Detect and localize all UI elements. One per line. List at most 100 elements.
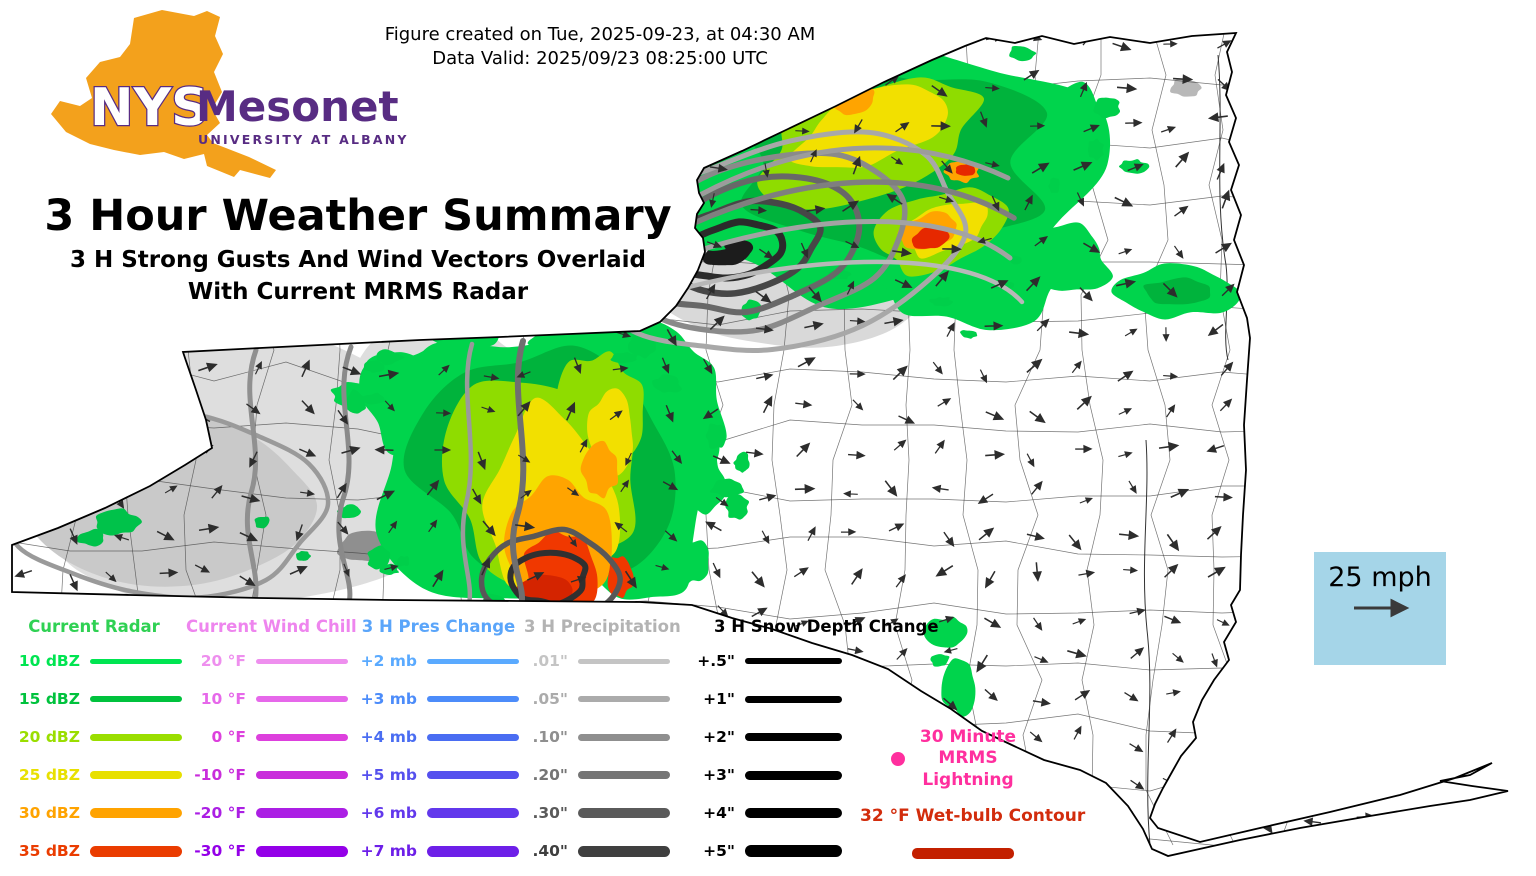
legend-item-label: .05" [532,690,568,708]
legend-item: -20 °F [186,794,348,832]
legend-item: 15 dBZ [6,680,182,718]
legend-item: +1" [688,680,842,718]
legend-item-label: +5 mb [360,766,417,784]
legend-item: 10 °F [186,680,348,718]
legend-item-label: -10 °F [194,766,246,784]
legend-item-label: .40" [532,842,568,860]
legend-item: -30 °F [186,832,348,870]
legend-item-label: -20 °F [194,804,246,822]
wetbulb-contour-swatch [912,848,1014,859]
legend-item-label: .10" [532,728,568,746]
legend-item: .40" [524,832,670,870]
ny-state-logo-shape [51,10,276,178]
legend-item: 0 °F [186,718,348,756]
state-outline [11,31,1509,857]
legend-item-label: 25 dBZ [18,766,80,784]
legend-line-swatch [256,658,348,664]
legend-line-swatch [745,808,842,818]
legend-line-swatch [256,808,348,818]
legend-column-precipitation: 3 H Precipitation .01" .05" .10" .20" .30" .40… [524,612,681,870]
legend-line-swatch [745,658,842,664]
legend-item-label: +4" [703,804,735,822]
legend-column-title: 3 H Pres Change [361,617,516,636]
legend-item-label: 35 dBZ [18,842,80,860]
legend-line-swatch [578,808,670,818]
legend-item-label: 10 dBZ [18,652,80,670]
legend-item-label: 20 dBZ [18,728,80,746]
legend-item-label: +7 mb [360,842,417,860]
title-block: 3 Hour Weather Summary 3 H Strong Gusts … [38,190,678,308]
legend-line-swatch [90,845,182,857]
logo-name: Mesonet [196,82,399,131]
legend-line-swatch [745,733,842,741]
legend-item-label: +2" [703,728,735,746]
legend-item-label: 15 dBZ [18,690,80,708]
figure-created-text: Figure created on Tue, 2025-09-23, at 04… [384,24,816,45]
wetbulb-contour-label: 32 °F Wet-bulb Contour [860,806,1086,826]
legend-item-label: .01" [532,652,568,670]
legend-item: .10" [524,718,670,756]
legend-item-label: 0 °F [211,728,246,746]
legend-column-title: 3 H Snow Depth Change [714,617,939,636]
legend-column-title: 3 H Precipitation [524,617,681,636]
legend-item-label: +3 mb [360,690,417,708]
legend-item-label: +5" [703,842,735,860]
legend-line-swatch [427,845,519,857]
legend-item-label: +4 mb [360,728,417,746]
lightning-dot [891,752,905,766]
legend-item: .01" [524,642,670,680]
data-valid-text: Data Valid: 2025/09/23 08:25:00 UTC [432,48,768,69]
legend-line-swatch [90,808,182,818]
legend-item: 30 dBZ [6,794,182,832]
logo-acronym: NYS [90,78,209,138]
legend-line-swatch [578,696,670,702]
legend-line-swatch [90,658,182,664]
wind-vector-arrow-icon [1354,598,1410,618]
legend-line-swatch [427,658,519,664]
legend-line-swatch [90,771,182,779]
legend-column-radar: Current Radar 10 dBZ 15 dBZ 20 dBZ 25 dBZ 30 … [6,612,182,870]
legend-item: +7 mb [358,832,519,870]
figure-title: 3 Hour Weather Summary [44,191,672,241]
legend-column-pressure-change: 3 H Pres Change +2 mb +3 mb +4 mb +5 mb +6 mb… [358,612,519,870]
legend-line-swatch [256,733,348,741]
figure-subtitle-line2: With Current MRMS Radar [187,278,529,305]
legend-item: +4 mb [358,718,519,756]
legend: Current Radar 10 dBZ 15 dBZ 20 dBZ 25 dBZ 30 … [0,612,939,876]
legend-item: .30" [524,794,670,832]
legend-item-label: -30 °F [194,842,246,860]
nys-mesonet-logo: NYS Mesonet UNIVERSITY AT ALBANY [51,10,409,178]
legend-item: .05" [524,680,670,718]
legend-line-swatch [427,771,519,779]
legend-column-wind-chill: Current Wind Chill 20 °F 10 °F 0 °F -10 °F -2… [186,612,357,870]
legend-line-swatch [256,771,348,779]
figure-subtitle-line1: 3 H Strong Gusts And Wind Vectors Overla… [69,246,647,273]
legend-item: +6 mb [358,794,519,832]
legend-line-swatch [578,771,670,779]
legend-line-swatch [578,845,670,857]
lightning-legend-label: 30 Minute MRMS Lightning [919,727,1017,790]
logo-affiliation: UNIVERSITY AT ALBANY [198,132,409,147]
legend-item-label: +3" [703,766,735,784]
legend-item: +3 mb [358,680,519,718]
legend-item: -10 °F [186,756,348,794]
legend-column-title: Current Wind Chill [186,617,357,636]
legend-item-label: 20 °F [200,652,246,670]
legend-item-label: +2 mb [360,652,417,670]
wind-scale-box: 25 mph [1314,552,1446,665]
legend-item: 20 °F [186,642,348,680]
legend-line-swatch [90,733,182,741]
legend-item: +2" [688,718,842,756]
legend-line-swatch [578,658,670,664]
legend-line-swatch [745,695,842,703]
legend-item: 10 dBZ [6,642,182,680]
legend-column-snow-depth-change: 3 H Snow Depth Change +.5" +1" +2" +3" +4" +5" [688,612,938,870]
legend-item: +.5" [688,642,842,680]
legend-item-label: +1" [703,690,735,708]
legend-item: 25 dBZ [6,756,182,794]
legend-item: 20 dBZ [6,718,182,756]
legend-item-label: +6 mb [360,804,417,822]
legend-item-label: .20" [532,766,568,784]
legend-line-swatch [578,733,670,741]
